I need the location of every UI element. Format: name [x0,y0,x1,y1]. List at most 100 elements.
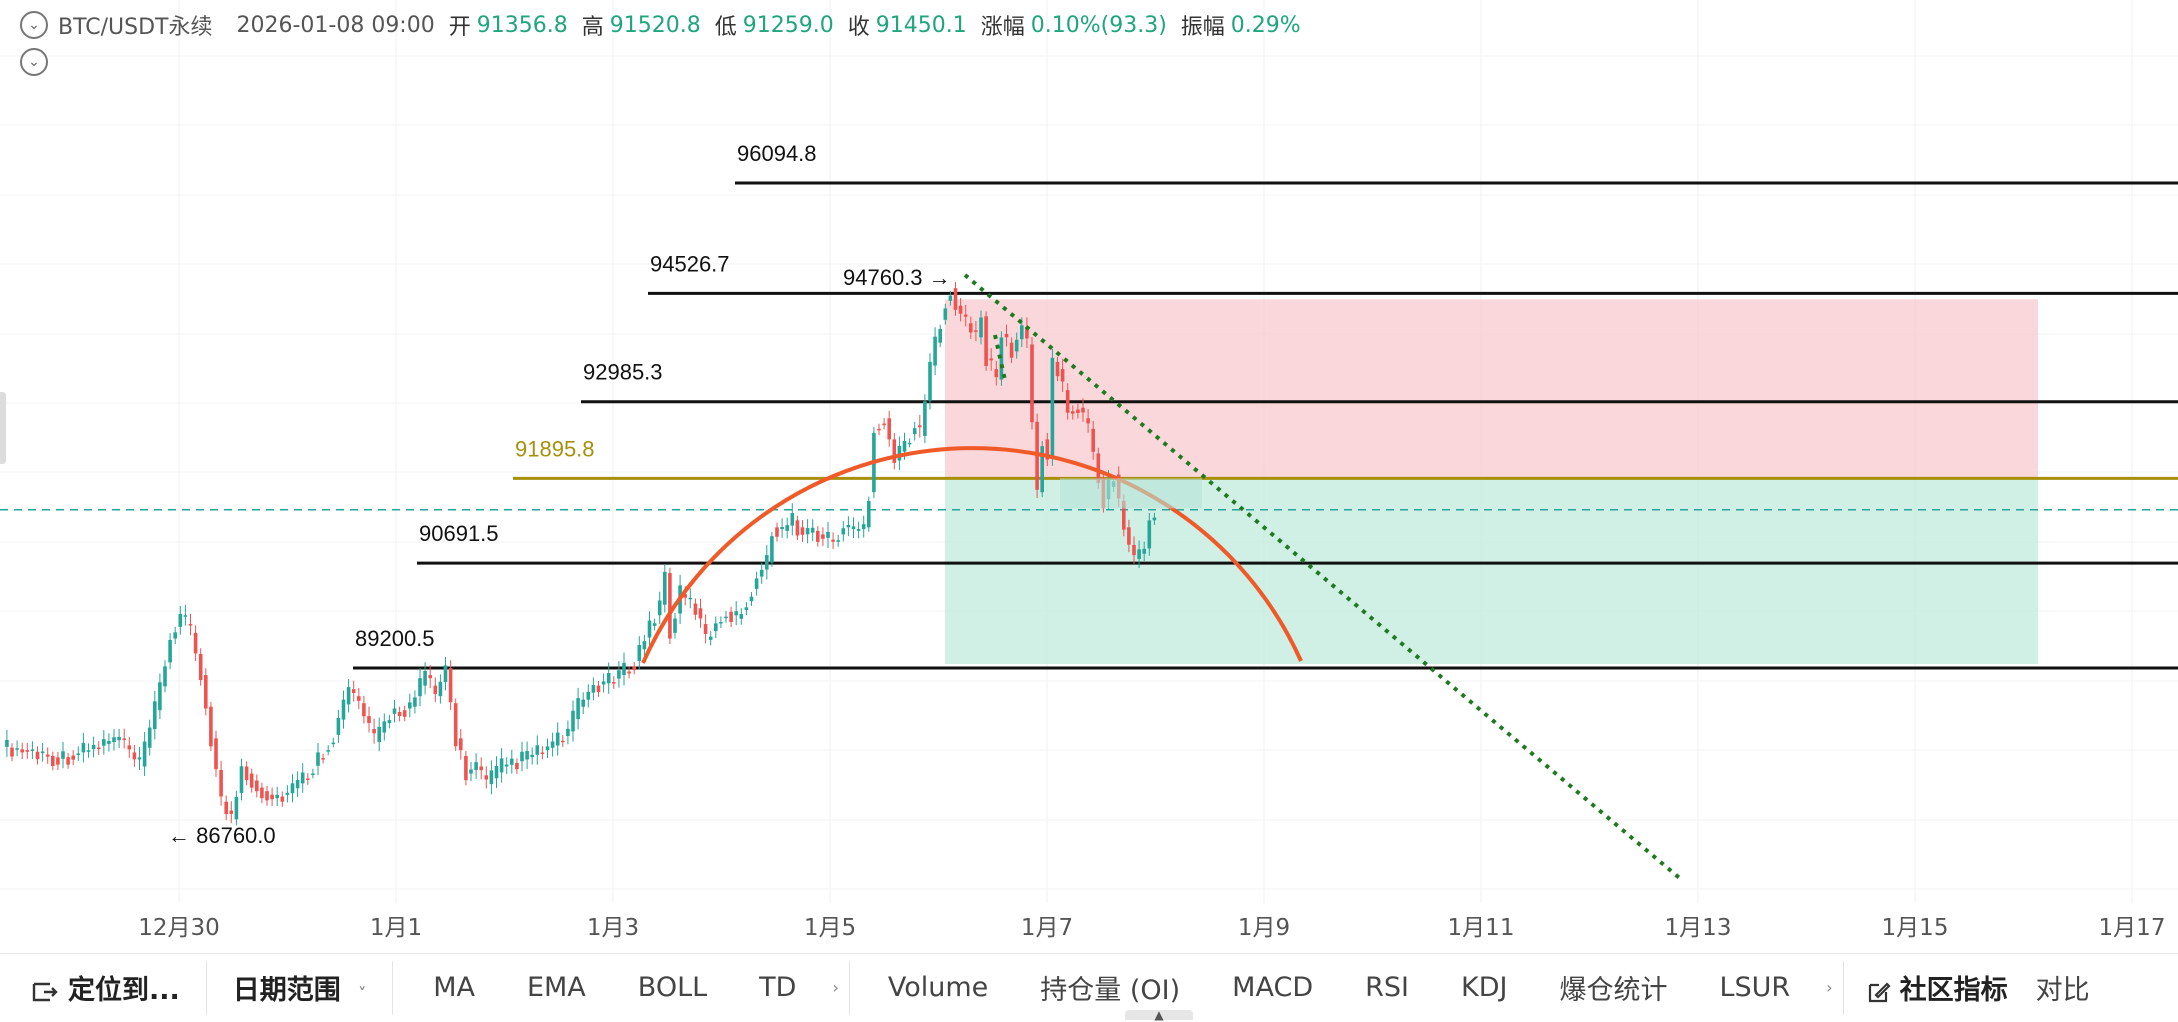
candle-body [459,738,463,751]
candle-body [887,418,891,440]
candle-body [147,727,152,748]
candle-body [265,791,269,801]
candle-body [433,685,438,694]
candle-body [479,766,483,771]
candle-body [877,428,881,431]
candle-body [1045,439,1050,460]
collapse-chevron-icon[interactable]: ⌄ [20,11,48,39]
sub-indicator-oi[interactable]: 持仓量 (OI) [1040,975,1181,1006]
candle-body [469,769,473,774]
candle-body [193,632,198,654]
locate-icon [32,982,58,1001]
x-tick-label: 1月7 [1021,915,1073,941]
candle-body [290,783,295,794]
indicator-boll[interactable]: BOLL [637,972,708,1003]
price-chart[interactable]: 96094.8 94526.7 92985.3 91895.8 90691.5 89200… [0,0,2178,953]
indicator-td[interactable]: TD [759,972,797,1003]
amplitude-value: 0.29% [1230,12,1301,38]
candle-body [856,529,861,531]
candle-body [861,524,866,530]
candle-body [775,527,779,537]
candle-body [1040,446,1044,493]
high-value: 91520.8 [609,12,701,38]
candle-body [321,758,325,760]
candle-body [515,763,519,770]
candle-body [122,738,126,740]
candle-body [178,613,183,627]
candle-body [362,703,366,717]
sub-indicator-volume[interactable]: Volume [887,972,989,1003]
candle-body [428,675,432,679]
date-range-label: 日期范围 [232,975,341,1006]
open-value: 91356.8 [476,12,568,38]
candle-body [40,751,45,754]
candle-body [173,632,177,639]
candle-body [183,615,188,617]
x-tick-label: 1月3 [587,915,639,941]
community-indicator-button[interactable]: 社区指标 [1844,968,2034,1007]
high-marker-label: 94760.3 → [843,265,951,290]
level-label: 92985.3 [583,360,663,385]
candle-body [846,524,851,528]
indicator-ema[interactable]: EMA [526,972,586,1003]
candle-body [402,710,407,717]
candle-body [805,528,810,535]
candle-body [10,747,14,757]
candle-body [540,752,545,754]
candle-body [642,641,647,650]
candle-body [683,594,687,598]
candle-body [137,757,142,760]
candle-body [974,330,978,332]
candle-body [1014,339,1019,352]
x-tick-label: 1月13 [1665,915,1732,941]
descending-trendline [963,273,1685,883]
candle-body [142,741,147,767]
sub-indicator-kdj[interactable]: KDJ [1460,972,1508,1003]
level-labels: 96094.8 94526.7 92985.3 91895.8 90691.5 89200… [168,141,951,848]
bottom-toolbar: 定位到... 日期范围 ˅ MA EMA BOLL TD › Volume 持仓… [0,953,2178,1021]
sub-indicator-lsur[interactable]: LSUR [1719,972,1791,1003]
indicators-more-icon[interactable]: › [832,978,839,997]
candle-body [168,639,172,663]
indicator-chevron-icon[interactable]: ⌄ [20,48,48,76]
sub-indicator-rsi[interactable]: RSI [1365,972,1409,1003]
candle-body [994,369,999,378]
candle-body [693,603,698,615]
date-range-button[interactable]: 日期范围 ˅ [207,968,392,1007]
panel-resize-handle[interactable]: ▲ [1125,1009,1193,1021]
sub-indicators-more-icon[interactable]: › [1826,978,1833,997]
candle-body [45,754,50,757]
candle-body [714,623,718,632]
range-box [1060,478,1202,509]
candle-body [1132,544,1136,556]
candle-body [632,666,636,671]
symbol-name: BTC/USDT永续 [58,15,213,40]
candle-body [453,703,458,747]
candle-body [902,440,907,452]
candle-body [66,757,70,765]
toolbar-divider [205,960,207,1015]
candle-body [392,708,397,714]
change-value: 0.10%(93.3) [1030,12,1167,38]
candle-body [1086,418,1090,424]
locate-button[interactable]: 定位到... [0,968,206,1007]
candle-body [224,801,228,815]
candle-body [163,666,167,687]
bar-datetime: 2026-01-08 09:00 [236,12,435,38]
compare-button[interactable]: 对比 [2035,975,2090,1006]
candle-body [56,757,60,765]
indicator-ma[interactable]: MA [433,972,475,1003]
candle-body [285,792,290,795]
candle-body [188,624,193,626]
level-label: 89200.5 [355,626,435,651]
stop-loss-zone [945,299,2038,479]
x-tick-label: 1月9 [1238,915,1290,941]
candle-body [795,520,800,536]
candle-body [545,746,550,751]
sub-indicator-liquidation[interactable]: 爆仓统计 [1559,975,1668,1006]
sub-indicator-macd[interactable]: MACD [1232,972,1314,1003]
candle-body [91,744,96,750]
semicircle-arc [641,446,1303,664]
left-panel-handle[interactable] [0,392,6,464]
x-tick-label: 1月5 [804,915,856,941]
